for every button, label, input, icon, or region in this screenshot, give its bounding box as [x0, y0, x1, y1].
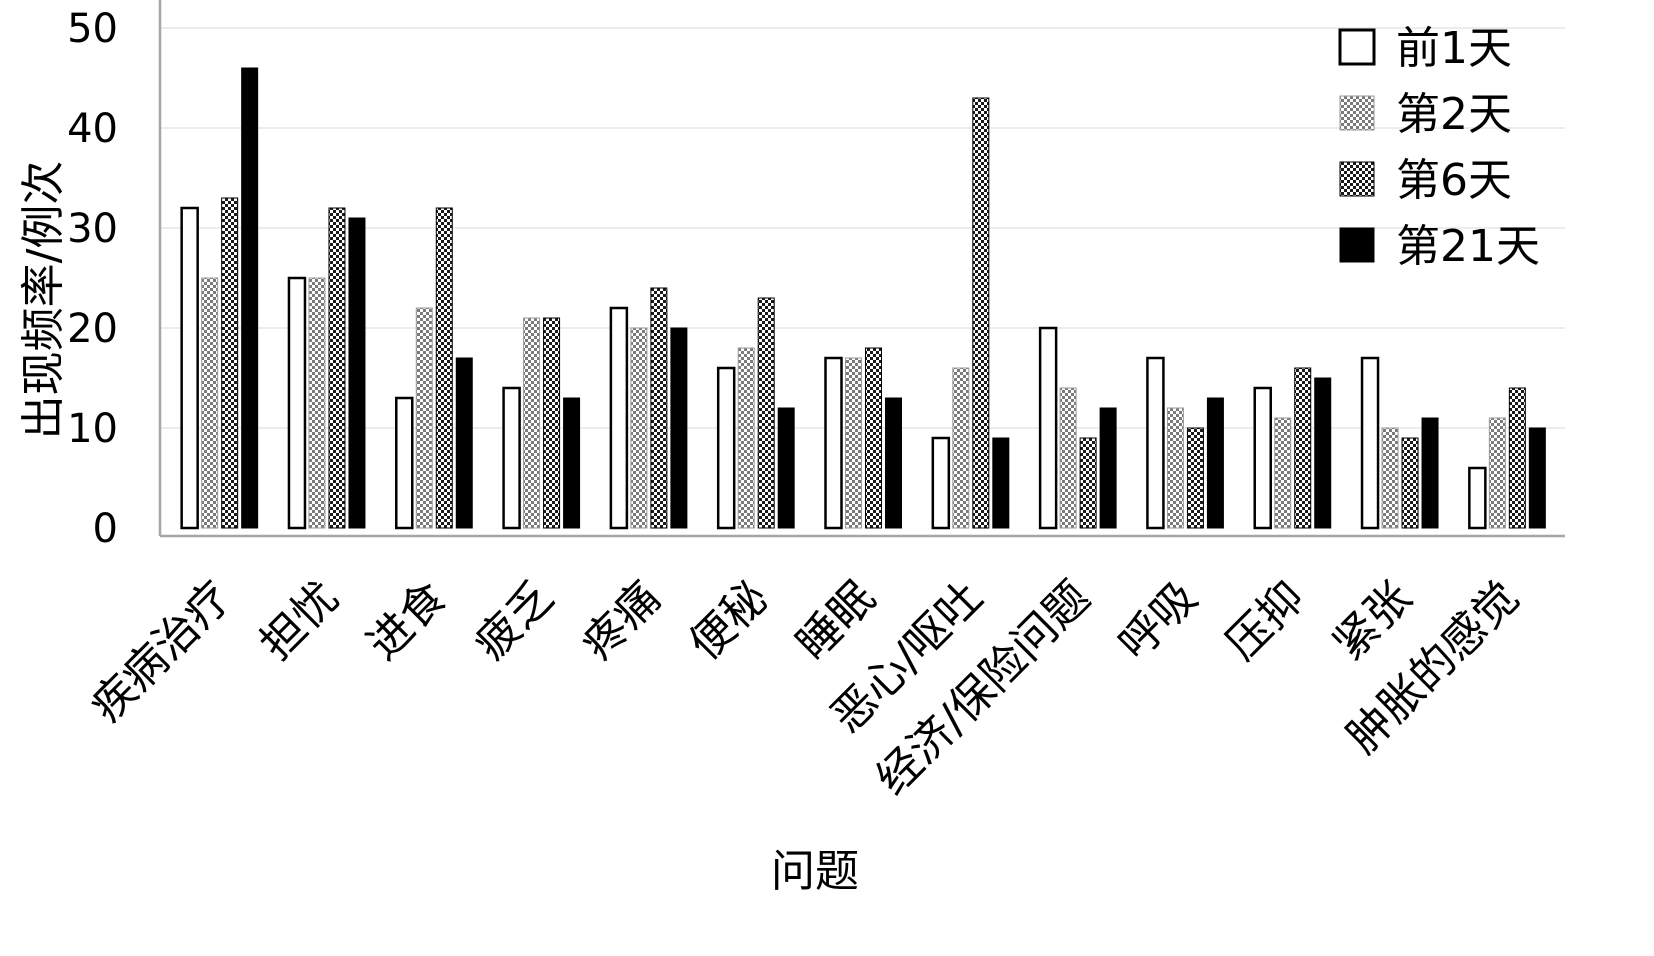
x-tick-label: 呼吸: [1109, 572, 1207, 670]
bar: [308, 277, 326, 529]
legend-label: 第2天: [1396, 89, 1512, 140]
x-tick-label: 疾病治疗: [81, 572, 242, 733]
bar: [543, 317, 561, 529]
bar: [1381, 427, 1399, 529]
bar: [1488, 417, 1506, 529]
bar: [328, 207, 346, 529]
bar: [1468, 466, 1487, 530]
bar: [221, 197, 239, 529]
x-tick-label: 进食: [358, 572, 456, 670]
bar: [1421, 417, 1439, 529]
bar: [845, 357, 862, 529]
x-tick-label: 便秘: [680, 572, 778, 670]
bar: [992, 437, 1010, 529]
y-tick-label: 20: [67, 306, 118, 352]
bar: [415, 307, 433, 529]
bar: [670, 327, 688, 529]
bar: [1294, 367, 1312, 529]
bar: [1059, 387, 1077, 529]
bar: [435, 207, 453, 529]
y-tick-label: 10: [67, 406, 118, 452]
bar: [630, 327, 648, 529]
legend-swatch: [1338, 28, 1376, 66]
bar: [885, 397, 902, 529]
bar: [1099, 407, 1117, 529]
bar: [502, 386, 521, 530]
bar: [1206, 397, 1224, 529]
bar: [931, 436, 951, 530]
bar: [824, 356, 843, 530]
bar: [1146, 356, 1165, 530]
y-tick-label: 40: [67, 106, 118, 152]
bars: [180, 67, 1546, 530]
y-tick-label: 50: [67, 6, 118, 52]
legend-swatch: [1339, 95, 1375, 131]
bar: [241, 67, 259, 529]
bar: [1274, 417, 1292, 529]
x-tick-label: 疲乏: [465, 572, 563, 670]
bar: [1528, 427, 1546, 529]
x-tick-label: 担忧: [250, 572, 348, 670]
bar: [455, 357, 473, 529]
y-axis-title: 出现频率/例次: [18, 161, 69, 440]
bar: [865, 347, 882, 529]
bar: [1314, 377, 1332, 529]
bar: [348, 217, 366, 529]
bar: [972, 97, 990, 529]
x-tick-label: 疼痛: [572, 572, 670, 670]
x-tick-label: 紧张: [1324, 572, 1422, 670]
bar: [395, 396, 414, 530]
bar: [287, 276, 307, 530]
bar: [737, 347, 755, 529]
bar: [1038, 326, 1058, 530]
x-axis-title: 问题: [771, 846, 859, 897]
bar: [716, 366, 736, 530]
bar: [1166, 407, 1184, 529]
bar: [609, 306, 629, 530]
bar: [1508, 387, 1526, 529]
bar: [201, 277, 219, 529]
y-tick-label: 30: [67, 206, 118, 252]
legend-label: 第6天: [1396, 155, 1512, 206]
bar: [1401, 437, 1419, 529]
legend-label: 第21天: [1396, 221, 1540, 272]
x-tick-label: 睡眠: [787, 572, 885, 670]
bar: [523, 317, 541, 529]
bar: [180, 206, 199, 530]
bar: [777, 407, 795, 529]
bar: [563, 397, 581, 529]
legend-swatch: [1339, 161, 1375, 197]
bar: [650, 287, 668, 529]
legend-swatch: [1339, 227, 1375, 263]
x-tick-label: 压抑: [1216, 572, 1314, 670]
bar: [1079, 437, 1097, 529]
legend-label: 前1天: [1396, 23, 1512, 74]
bar: [1360, 356, 1380, 530]
y-tick-label: 0: [93, 506, 118, 552]
bar: [1253, 386, 1272, 530]
bar: [952, 367, 970, 529]
bar: [1186, 427, 1204, 529]
bar: [757, 297, 775, 529]
